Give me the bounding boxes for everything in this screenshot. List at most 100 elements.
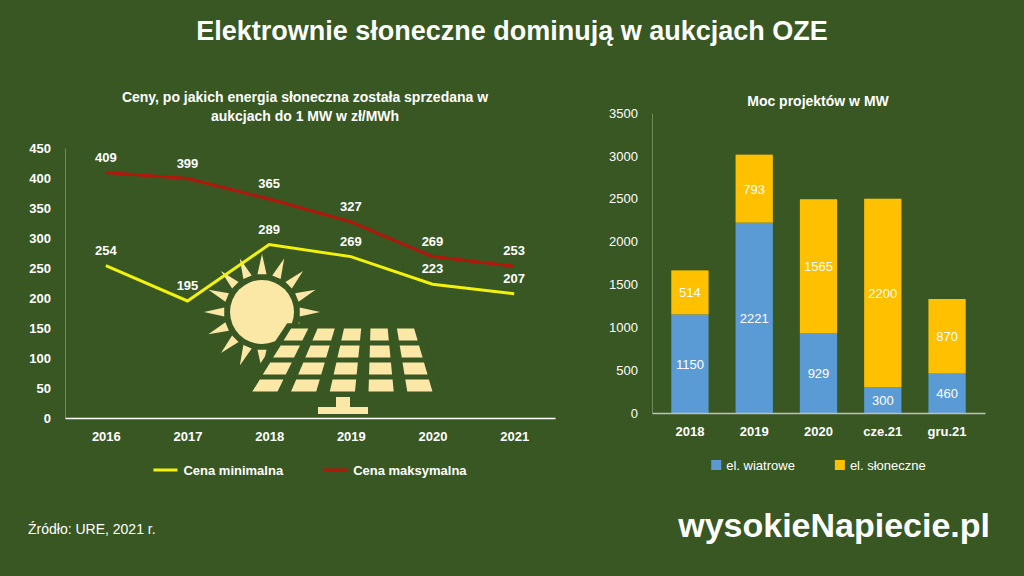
panel-cell	[252, 379, 283, 391]
plot-area	[671, 155, 965, 413]
sun-ray	[285, 271, 303, 289]
panel-cell	[284, 328, 309, 340]
x-tick-label: cze.21	[863, 424, 902, 439]
panel-cell	[263, 362, 292, 374]
x-axis: 201620172018201920202021	[66, 418, 556, 444]
data-label: 254	[95, 243, 117, 258]
bar-segment	[928, 374, 965, 413]
data-label: 195	[177, 278, 199, 293]
panel-cell	[397, 328, 418, 340]
bar-segment	[928, 299, 965, 374]
data-label: 365	[258, 176, 280, 191]
y-tick: 1500	[609, 277, 652, 292]
bar-segment	[800, 199, 837, 333]
data-label: 223	[422, 261, 444, 276]
title-line: Moc projektów w MW	[747, 93, 889, 109]
legend-item: Cena maksymalna	[323, 463, 467, 478]
y-tick: 350	[29, 201, 65, 216]
y-tick-label: 250	[29, 261, 51, 276]
sun-ray	[208, 322, 228, 334]
sun-ray	[208, 290, 228, 302]
x-tick: 2019	[337, 418, 366, 444]
panel-stand	[336, 397, 350, 407]
data-label: 870	[936, 329, 958, 344]
data-label: 269	[340, 234, 362, 249]
y-tick: 100	[29, 351, 65, 366]
y-axis-line	[65, 149, 66, 419]
y-axis: 0500100015002000250030003500	[609, 106, 652, 421]
y-tick-label: 3000	[609, 149, 638, 164]
data-label: 1565	[804, 259, 833, 274]
data-label: 2221	[740, 311, 769, 326]
panel-cell	[341, 328, 361, 340]
y-tick: 450	[29, 141, 65, 156]
legend-swatch	[835, 460, 845, 470]
panel-cell	[369, 362, 392, 374]
legend-label: el. wiatrowe	[726, 458, 795, 473]
data-label: 793	[743, 182, 765, 197]
y-tick: 50	[37, 381, 65, 396]
y-tick: 2500	[609, 191, 652, 206]
y-tick: 200	[29, 291, 65, 306]
y-tick-label: 100	[29, 351, 51, 366]
y-tick-label: 3500	[609, 106, 638, 121]
y-tick-label: 450	[29, 141, 51, 156]
source: Źródło: URE, 2021 r.	[28, 521, 156, 537]
y-tick-label: 500	[616, 363, 638, 378]
y-tick: 500	[616, 363, 652, 378]
panel-cell	[370, 328, 389, 340]
sun-ray	[221, 335, 239, 353]
panel-cell	[291, 379, 320, 391]
y-axis-line	[652, 114, 653, 414]
x-axis-line	[66, 418, 556, 420]
legend-swatch	[153, 469, 177, 472]
y-tick: 400	[29, 171, 65, 186]
x-tick-label: gru.21	[928, 424, 967, 439]
bar-segment	[671, 270, 708, 314]
x-tick-label: 2016	[92, 429, 121, 444]
y-tick-label: 0	[631, 406, 638, 421]
decoration	[204, 254, 445, 414]
main-title: Elektrownie słoneczne dominują w aukcjac…	[196, 16, 828, 46]
panel-cell	[312, 328, 334, 340]
legend-label: el. słoneczne	[850, 458, 926, 473]
y-tick: 0	[631, 406, 652, 421]
line-series	[106, 173, 514, 267]
y-tick-label: 2500	[609, 191, 638, 206]
line-series	[106, 245, 514, 301]
data-label: 253	[503, 243, 525, 258]
x-tick: cze.21	[863, 413, 902, 439]
logo: wysokieNapiecie.pl	[677, 506, 990, 544]
data-label: 207	[503, 271, 525, 286]
data-label: 460	[936, 386, 958, 401]
legend-item: el. wiatrowe	[711, 458, 795, 473]
data-labels: 254195289269223207409399365327269253	[95, 150, 525, 293]
x-tick: 2018	[255, 418, 284, 444]
y-tick-label: 0	[44, 411, 51, 426]
data-label: 399	[177, 156, 199, 171]
legend-label: Cena maksymalna	[353, 463, 467, 478]
panel-cell	[298, 362, 325, 374]
legend-label: Cena minimalna	[183, 463, 283, 478]
legend: el. wiatrowe el. słoneczne	[711, 458, 926, 473]
x-tick: 2017	[174, 418, 203, 444]
y-tick-label: 400	[29, 171, 51, 186]
title-line: aukcjach do 1 MW w zł/MWh	[211, 108, 399, 124]
chart-title: Moc projektów w MW	[747, 93, 889, 109]
y-tick: 2000	[609, 234, 652, 249]
sun-ray	[295, 290, 315, 302]
x-tick: 2019	[740, 413, 769, 439]
x-tick: gru.21	[928, 413, 967, 439]
y-tick: 3000	[609, 149, 652, 164]
y-tick: 3500	[609, 106, 652, 121]
x-tick: 2018	[675, 413, 704, 439]
canvas: Elektrownie słoneczne dominują w aukcjac…	[0, 0, 1024, 576]
x-tick: 2021	[500, 418, 529, 444]
x-axis: 201820192020cze.21gru.21	[653, 413, 986, 439]
bar-segment	[736, 223, 773, 413]
sun-ray	[257, 254, 266, 274]
x-tick-label: 2018	[255, 429, 284, 444]
y-tick-label: 1500	[609, 277, 638, 292]
panel-cell	[273, 345, 300, 357]
background	[0, 0, 1024, 576]
